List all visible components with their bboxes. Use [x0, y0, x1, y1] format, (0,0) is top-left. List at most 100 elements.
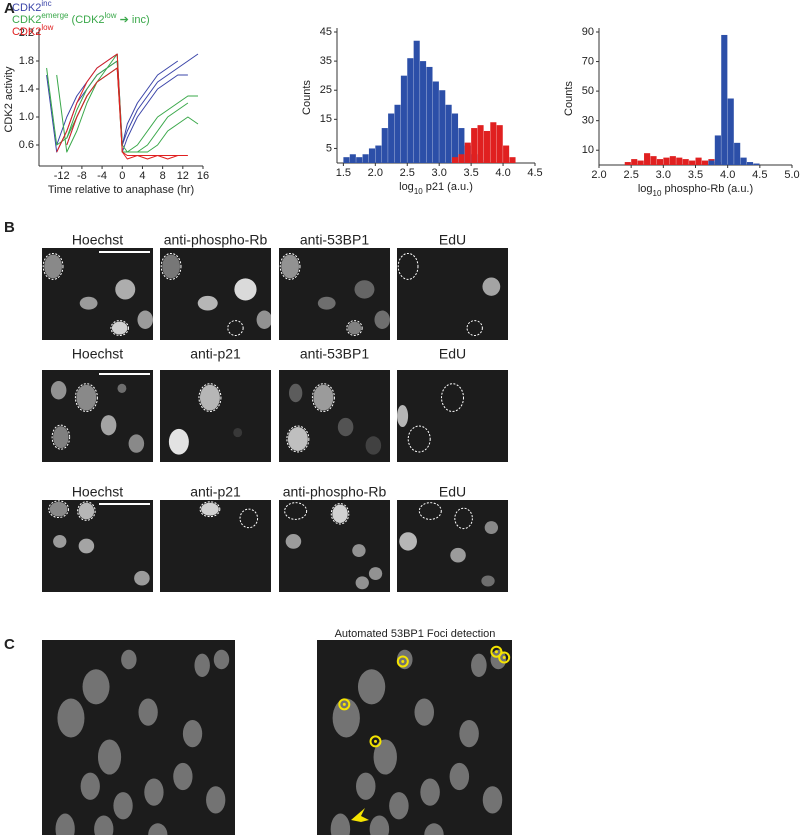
- focus-center: [401, 659, 405, 663]
- legend-entry: CDK2emerge (CDK2low ➔ inc): [12, 11, 150, 26]
- nucleus: [330, 813, 351, 835]
- nucleus: [162, 254, 180, 279]
- x-tick-label: 16: [197, 170, 209, 182]
- nucleus: [373, 739, 397, 775]
- micrograph: [279, 370, 390, 462]
- nucleus: [356, 772, 376, 800]
- nucleus: [337, 417, 354, 437]
- nucleus: [355, 576, 369, 590]
- focus-marker: [498, 651, 511, 664]
- histogram-bar: [631, 159, 638, 165]
- y-tick-label: 1.8: [19, 55, 34, 67]
- nucleus: [352, 544, 366, 558]
- nucleus: [389, 792, 409, 820]
- channel-label: anti-phospho-Rb: [283, 484, 387, 500]
- channel-label: anti-53BP1: [300, 346, 369, 362]
- x-tick-label: 3.0: [432, 167, 447, 179]
- nucleus: [117, 383, 127, 393]
- micrograph: [42, 248, 153, 340]
- x-axis-label: log10 phospho-Rb (a.u.): [638, 183, 753, 198]
- nucleus: [201, 502, 219, 516]
- nucleus: [182, 719, 203, 748]
- histogram-bar: [349, 154, 356, 163]
- outline: [441, 383, 464, 412]
- y-tick-label: 70: [582, 55, 594, 67]
- nucleus: [115, 279, 136, 300]
- histogram-bar: [669, 156, 676, 165]
- histogram-bar: [746, 162, 754, 165]
- nucleus: [234, 278, 257, 301]
- outline: [311, 383, 335, 412]
- legend-entry: CDK2low: [12, 23, 54, 38]
- histogram-bar: [451, 113, 459, 163]
- nucleus: [213, 649, 230, 670]
- histogram-bar: [483, 130, 490, 163]
- x-tick-label: 2.5: [624, 169, 639, 181]
- histogram-bar: [650, 156, 657, 165]
- y-tick-label: 1.4: [19, 83, 34, 95]
- focus-marker: [490, 645, 503, 658]
- outline: [42, 252, 64, 280]
- histogram-bar: [381, 128, 388, 163]
- histogram-bar: [509, 157, 516, 163]
- nucleus: [121, 649, 137, 670]
- channel-label: Hoechst: [72, 484, 123, 500]
- channel-label: Hoechst: [72, 346, 123, 362]
- y-tick-label: 0.6: [19, 139, 34, 151]
- x-tick-label: 5.0: [784, 169, 799, 181]
- nucleus: [484, 521, 499, 535]
- outline: [286, 425, 310, 453]
- outline: [418, 502, 442, 520]
- x-tick-label: -4: [97, 170, 107, 182]
- outline: [239, 508, 259, 529]
- text-part: p21 (a.u.): [423, 181, 473, 193]
- panel-label: C: [4, 636, 15, 653]
- micrograph: [42, 500, 153, 592]
- histogram-bar: [458, 154, 465, 163]
- histogram-bar: [464, 142, 471, 163]
- nucleus: [199, 384, 220, 411]
- nucleus: [481, 575, 495, 587]
- trace: [56, 53, 199, 146]
- histogram-bar: [637, 160, 644, 165]
- outline: [48, 500, 70, 519]
- x-tick-label: -12: [54, 170, 70, 182]
- text-superscript: low: [105, 11, 117, 20]
- nucleus: [82, 669, 110, 705]
- channel-label: anti-p21: [190, 346, 241, 362]
- channel-label: anti-p21: [190, 484, 241, 500]
- nucleus: [471, 653, 487, 678]
- nucleus: [420, 778, 440, 806]
- nucleus: [197, 295, 218, 311]
- x-tick-label: 4.0: [720, 169, 735, 181]
- x-tick-label: 4.0: [495, 167, 510, 179]
- nucleus: [137, 310, 153, 329]
- y-tick-label: 10: [582, 144, 594, 156]
- nucleus: [76, 384, 97, 411]
- panel-label: B: [4, 219, 15, 236]
- histogram-bar: [676, 157, 683, 165]
- outline: [397, 252, 419, 280]
- y-tick-label: 35: [320, 55, 332, 67]
- focus-center: [494, 650, 498, 654]
- y-tick-label: 25: [320, 84, 332, 96]
- nucleus: [57, 698, 85, 738]
- nucleus: [78, 538, 95, 554]
- histogram-bar: [721, 34, 728, 166]
- nucleus: [173, 762, 193, 791]
- nucleus: [111, 321, 128, 335]
- outline: [227, 320, 244, 336]
- nucleus: [396, 649, 413, 670]
- micrograph: [397, 248, 508, 340]
- focus-center: [502, 656, 506, 660]
- x-tick-label: 4: [139, 170, 145, 182]
- text-subscript: 10: [653, 189, 662, 198]
- micrograph: [160, 370, 271, 462]
- nucleus: [79, 296, 98, 310]
- text-superscript: emerge: [41, 11, 69, 20]
- outline: [77, 501, 96, 521]
- histogram-bar: [490, 122, 497, 163]
- nucleus: [365, 436, 382, 455]
- text-part: log: [399, 181, 414, 193]
